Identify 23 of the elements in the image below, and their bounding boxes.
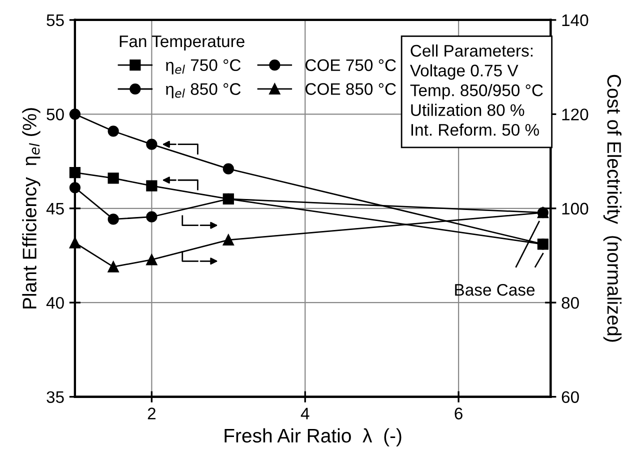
legend-label: η$_{el}$ 750 °C <box>166 59 241 74</box>
legend-label: COE 750 °C <box>306 59 396 72</box>
y-axis-title: Plant Efficiency η$_{el}$ (%) <box>22 108 40 308</box>
y-tick-label: 55 <box>46 14 64 26</box>
annotation: Cell Parameters: Voltage 0.75 V Temp. 850/950 °C Utilization 80 % Int. Reform. 50 % <box>410 44 543 136</box>
y2-tick-label: 120 <box>562 108 588 120</box>
annotation: Base Case <box>455 284 535 296</box>
y-tick-label: 35 <box>46 391 64 403</box>
x-tick-label: 2 <box>148 408 156 420</box>
x-tick-label: 6 <box>454 408 462 420</box>
y2-tick-label: 140 <box>562 14 588 26</box>
y2-tick-label: 80 <box>562 296 579 309</box>
legend-title: Fan Temperature <box>120 36 244 51</box>
legend-label: COE 850 °C <box>306 83 396 95</box>
x-axis-title: Fresh Air Ratio λ (-) <box>224 428 402 446</box>
legend-label: η$_{el}$ 850 °C <box>166 83 241 98</box>
y-tick-label: 40 <box>46 296 64 309</box>
y2-axis-title: Cost of Electricity (normalized) <box>603 74 622 342</box>
y2-tick-label: 60 <box>562 391 579 403</box>
y2-tick-label: 100 <box>562 202 588 215</box>
y-tick-label: 50 <box>46 108 64 120</box>
y-tick-label: 45 <box>46 202 64 215</box>
x-tick-label: 4 <box>300 408 310 420</box>
